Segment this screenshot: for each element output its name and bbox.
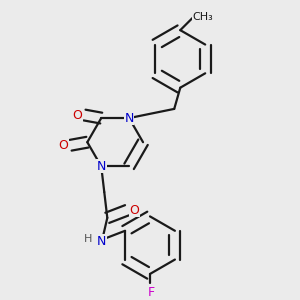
Text: F: F <box>148 286 155 298</box>
Text: O: O <box>72 109 82 122</box>
Text: O: O <box>58 139 68 152</box>
Text: CH₃: CH₃ <box>193 11 213 22</box>
Text: H: H <box>84 234 92 244</box>
Text: O: O <box>130 204 140 217</box>
Text: N: N <box>97 235 106 248</box>
Text: N: N <box>124 112 134 124</box>
Text: N: N <box>97 160 106 173</box>
